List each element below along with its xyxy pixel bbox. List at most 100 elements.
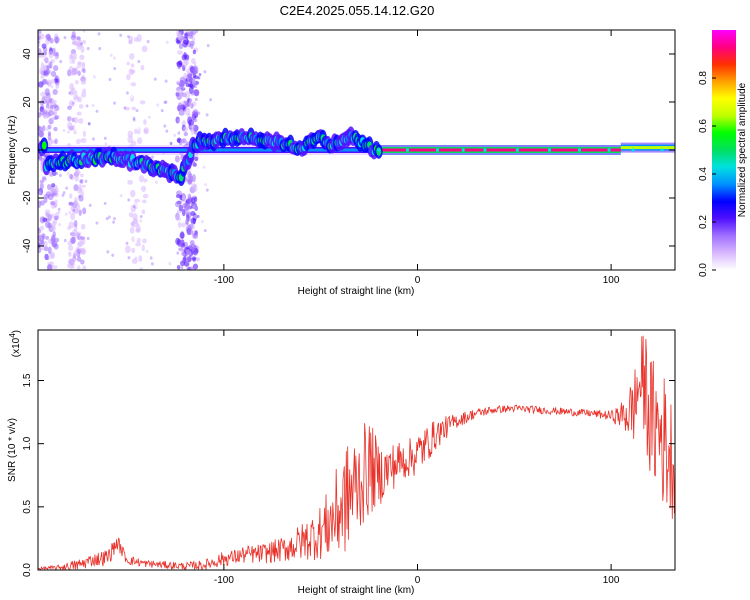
spectrogram-noise-cell bbox=[197, 76, 201, 80]
spectrogram-band-cell bbox=[80, 223, 86, 230]
spectrogram-band-cell bbox=[45, 103, 50, 109]
colorbar-tick-label: 0.0 bbox=[698, 263, 709, 277]
spectrogram-band-cell bbox=[189, 266, 195, 270]
spectrogram-band-cell bbox=[50, 70, 57, 77]
spectrogram-noise-cell bbox=[71, 101, 75, 105]
spectrogram-band-cell bbox=[193, 89, 200, 95]
spectrogram-noise-cell bbox=[105, 217, 109, 221]
spectrogram-noise-cell bbox=[62, 128, 66, 133]
spectrogram-band-cell bbox=[38, 129, 44, 138]
spectrogram-band-cell bbox=[141, 209, 146, 214]
spectrogram-band-cell bbox=[191, 183, 197, 190]
spectrogram-noise-cell bbox=[79, 179, 83, 184]
spectrogram-band-cell bbox=[80, 173, 84, 178]
spectrogram-noise-cell bbox=[176, 82, 180, 86]
spectrogram-band-cell bbox=[69, 173, 73, 180]
spectrogram-noise-cell bbox=[184, 254, 188, 258]
spectrogram-noise-cell bbox=[196, 258, 199, 262]
colorbar-tick-label: 0.2 bbox=[698, 215, 709, 229]
spectrogram-band-cell bbox=[177, 32, 182, 41]
spectrogram-noise-cell bbox=[74, 253, 77, 257]
spectrogram-noise-cell bbox=[127, 35, 130, 39]
spectrogram-band-cell bbox=[134, 113, 138, 121]
spectrogram-band-cell bbox=[66, 69, 72, 77]
colorbar-label: Normalized spectral amplitude bbox=[737, 82, 748, 217]
spectrogram-y-tick-label: -40 bbox=[22, 238, 33, 253]
spectrogram-noise-cell bbox=[180, 239, 184, 243]
spectrogram-x-label: Height of straight line (km) bbox=[298, 286, 415, 297]
spectrogram-band-cell bbox=[189, 125, 195, 130]
spectrogram-noise-cell bbox=[203, 70, 207, 74]
spectrogram-band-cell bbox=[134, 198, 141, 203]
spectrogram-band-cell bbox=[185, 54, 190, 61]
snr-x-tick-label: -100 bbox=[214, 575, 234, 586]
spectrogram-noise-cell bbox=[155, 180, 158, 184]
spectrogram-band-cell bbox=[43, 51, 48, 56]
spectrogram-x-tick-label: 100 bbox=[603, 275, 620, 286]
spectrogram-band-cell bbox=[134, 128, 138, 134]
spectrogram-band-cell bbox=[133, 42, 139, 47]
spectrogram-band-cell bbox=[140, 72, 146, 80]
spectrogram-tone-core bbox=[378, 148, 621, 152]
spectrogram-band-cell bbox=[78, 194, 84, 202]
spectrogram-noise-cell bbox=[185, 221, 189, 225]
spectrogram-band-cell bbox=[52, 265, 58, 269]
spectrogram-noise-cell bbox=[163, 100, 167, 104]
spectrogram-band-cell bbox=[128, 85, 132, 93]
spectrogram-band-cell bbox=[38, 190, 42, 196]
spectrogram-noise-cell bbox=[95, 109, 99, 113]
spectrogram-band-cell bbox=[184, 91, 191, 99]
spectrogram-noise-cell bbox=[82, 62, 85, 66]
spectrogram-band-cell bbox=[50, 225, 55, 233]
colorbar-tick-label: 0.6 bbox=[698, 119, 709, 133]
spectrogram-band-cell bbox=[185, 219, 189, 226]
spectrogram-band-cell bbox=[71, 236, 76, 245]
spectrogram-band-cell bbox=[70, 212, 76, 221]
spectrogram-noise-cell bbox=[66, 171, 70, 176]
snr-x-label: Height of straight line (km) bbox=[298, 585, 415, 596]
spectrogram-band-cell bbox=[193, 128, 198, 135]
snr-multiplier-base: (x10 bbox=[11, 337, 22, 357]
spectrogram-band-cell bbox=[178, 43, 184, 50]
spectrogram-band-cell bbox=[71, 31, 76, 39]
spectrogram-band-cell bbox=[44, 253, 49, 261]
spectrogram-tone-peak bbox=[631, 148, 635, 152]
spectrogram-noise-cell bbox=[65, 186, 68, 190]
spectrogram-tone-peak bbox=[435, 148, 440, 152]
spectrogram-band-cell bbox=[48, 50, 54, 59]
spectrogram-band-cell bbox=[183, 131, 189, 137]
spectrogram-band-cell bbox=[142, 193, 149, 199]
spectrogram-noise-cell bbox=[203, 229, 207, 233]
spectrogram-band-cell bbox=[51, 183, 56, 188]
spectrogram-band-cell bbox=[73, 219, 78, 228]
spectrogram-band-cell bbox=[39, 179, 45, 184]
spectrogram-noise-cell bbox=[113, 101, 116, 105]
spectrogram-band-cell bbox=[181, 197, 186, 203]
spectrogram-band-cell bbox=[71, 257, 78, 262]
spectrogram-band-cell bbox=[40, 91, 46, 97]
spectrogram-noise-cell bbox=[73, 71, 77, 75]
spectrogram-band-cell bbox=[180, 231, 185, 239]
spectrogram-band-cell bbox=[137, 137, 143, 145]
spectrogram-noise-cell bbox=[45, 81, 49, 85]
spectrogram-band-cell bbox=[67, 57, 72, 64]
spectrogram-band-cell bbox=[43, 246, 49, 252]
snr-series-line bbox=[38, 335, 675, 570]
spectrogram-band-cell bbox=[39, 67, 43, 75]
spectrogram-band-cell bbox=[68, 251, 72, 257]
spectrogram-band-cell bbox=[69, 193, 73, 199]
spectrogram-noise-cell bbox=[173, 133, 177, 137]
spectrogram-band-cell bbox=[174, 201, 181, 208]
snr-plot-area bbox=[38, 330, 675, 570]
spectrogram-noise-cell bbox=[194, 84, 198, 88]
spectrogram-noise-cell bbox=[50, 116, 54, 121]
spectrogram-band-cell bbox=[80, 91, 87, 98]
spectrogram-band-cell bbox=[76, 111, 82, 116]
spectrogram-noise-cell bbox=[57, 210, 61, 214]
spectrogram-tone-peak bbox=[405, 148, 410, 152]
spectrogram-band-cell bbox=[82, 207, 87, 215]
spectrogram-noise-cell bbox=[187, 194, 190, 198]
spectrogram-band-cell bbox=[181, 138, 187, 144]
spectrogram-band-cell bbox=[39, 200, 45, 206]
